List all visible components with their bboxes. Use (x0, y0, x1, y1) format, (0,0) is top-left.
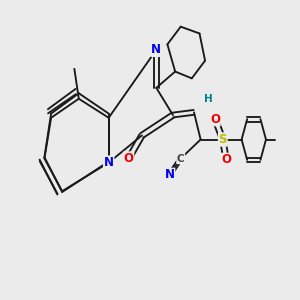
Text: O: O (124, 152, 134, 165)
Text: O: O (210, 112, 220, 126)
Text: C: C (177, 154, 184, 164)
Text: H: H (204, 94, 213, 104)
Text: N: N (151, 43, 161, 56)
Text: O: O (221, 153, 231, 167)
Text: N: N (165, 168, 175, 182)
Text: S: S (218, 133, 227, 146)
Text: N: N (104, 156, 114, 169)
